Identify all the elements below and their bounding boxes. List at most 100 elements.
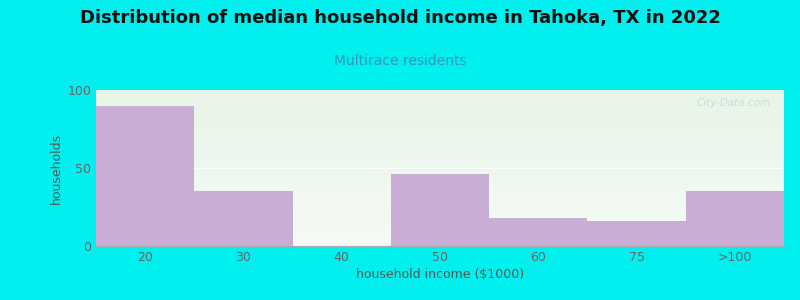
Bar bbox=[391, 174, 489, 246]
Bar bbox=[686, 191, 784, 246]
Bar bbox=[96, 115, 784, 116]
Bar bbox=[96, 148, 784, 149]
Bar bbox=[96, 207, 784, 208]
Bar bbox=[96, 235, 784, 237]
Bar bbox=[96, 98, 784, 99]
Bar bbox=[96, 229, 784, 230]
Bar bbox=[96, 220, 784, 221]
Bar bbox=[96, 165, 784, 166]
Bar bbox=[96, 110, 784, 112]
Bar bbox=[96, 99, 784, 101]
Bar bbox=[96, 142, 784, 143]
Bar bbox=[96, 112, 784, 113]
Bar bbox=[96, 221, 784, 223]
Bar bbox=[96, 154, 784, 155]
Bar bbox=[96, 104, 784, 106]
Bar bbox=[96, 128, 784, 129]
Bar bbox=[96, 193, 784, 194]
Bar bbox=[96, 177, 784, 179]
Bar bbox=[96, 146, 784, 148]
Bar bbox=[96, 232, 784, 233]
Bar bbox=[96, 134, 784, 135]
Bar bbox=[96, 167, 784, 168]
Bar bbox=[96, 135, 784, 137]
Bar bbox=[96, 155, 784, 157]
Bar bbox=[96, 190, 784, 191]
Bar bbox=[96, 116, 784, 118]
Bar bbox=[96, 163, 784, 165]
Bar bbox=[96, 157, 784, 159]
Bar bbox=[96, 107, 784, 109]
Bar bbox=[96, 168, 784, 170]
Bar bbox=[96, 171, 784, 173]
Bar bbox=[96, 187, 784, 188]
Bar bbox=[96, 145, 784, 146]
Bar bbox=[96, 123, 784, 124]
Bar bbox=[96, 109, 784, 110]
Bar bbox=[96, 237, 784, 238]
Text: Distribution of median household income in Tahoka, TX in 2022: Distribution of median household income … bbox=[79, 9, 721, 27]
Bar bbox=[96, 202, 784, 204]
Bar bbox=[96, 96, 784, 98]
Bar bbox=[96, 106, 194, 246]
Bar bbox=[96, 244, 784, 246]
Bar bbox=[96, 218, 784, 220]
Bar bbox=[96, 90, 784, 92]
Bar bbox=[96, 152, 784, 154]
Bar bbox=[96, 233, 784, 235]
Bar bbox=[489, 218, 587, 246]
Bar bbox=[96, 179, 784, 181]
Bar bbox=[96, 196, 784, 198]
Bar bbox=[96, 194, 784, 196]
Bar bbox=[96, 198, 784, 199]
Bar bbox=[96, 224, 784, 226]
Bar bbox=[96, 130, 784, 132]
Bar bbox=[96, 176, 784, 177]
Bar bbox=[96, 238, 784, 240]
Bar bbox=[96, 93, 784, 95]
Bar bbox=[96, 210, 784, 212]
Bar bbox=[96, 124, 784, 126]
Bar bbox=[96, 206, 784, 207]
Bar bbox=[96, 160, 784, 162]
Bar bbox=[96, 191, 784, 193]
Bar bbox=[96, 240, 784, 241]
Bar bbox=[96, 212, 784, 213]
Bar bbox=[96, 227, 784, 229]
Bar bbox=[587, 221, 686, 246]
Bar bbox=[96, 162, 784, 163]
Bar bbox=[96, 140, 784, 142]
Bar bbox=[96, 143, 784, 145]
Bar bbox=[96, 151, 784, 152]
Text: Multirace residents: Multirace residents bbox=[334, 54, 466, 68]
Bar bbox=[96, 199, 784, 201]
Y-axis label: households: households bbox=[50, 132, 63, 204]
Bar bbox=[96, 106, 784, 107]
Bar bbox=[96, 118, 784, 120]
Bar bbox=[96, 188, 784, 190]
Bar bbox=[96, 201, 784, 202]
Bar bbox=[96, 215, 784, 216]
Bar bbox=[96, 181, 784, 182]
Bar bbox=[96, 173, 784, 174]
Bar bbox=[96, 243, 784, 244]
Bar bbox=[96, 213, 784, 215]
Bar bbox=[96, 174, 784, 176]
Bar bbox=[96, 226, 784, 227]
Bar bbox=[96, 126, 784, 128]
Bar bbox=[96, 132, 784, 134]
Bar bbox=[96, 169, 784, 171]
Bar bbox=[96, 103, 784, 104]
Bar bbox=[96, 138, 784, 140]
Bar bbox=[96, 204, 784, 206]
Bar bbox=[96, 120, 784, 121]
Bar bbox=[96, 149, 784, 151]
Text: City-Data.com: City-Data.com bbox=[696, 98, 770, 108]
Bar bbox=[96, 223, 784, 224]
Bar bbox=[96, 121, 784, 123]
Bar bbox=[96, 208, 784, 210]
Bar bbox=[96, 113, 784, 115]
Bar bbox=[96, 95, 784, 96]
Bar bbox=[96, 241, 784, 243]
Bar bbox=[96, 92, 784, 93]
